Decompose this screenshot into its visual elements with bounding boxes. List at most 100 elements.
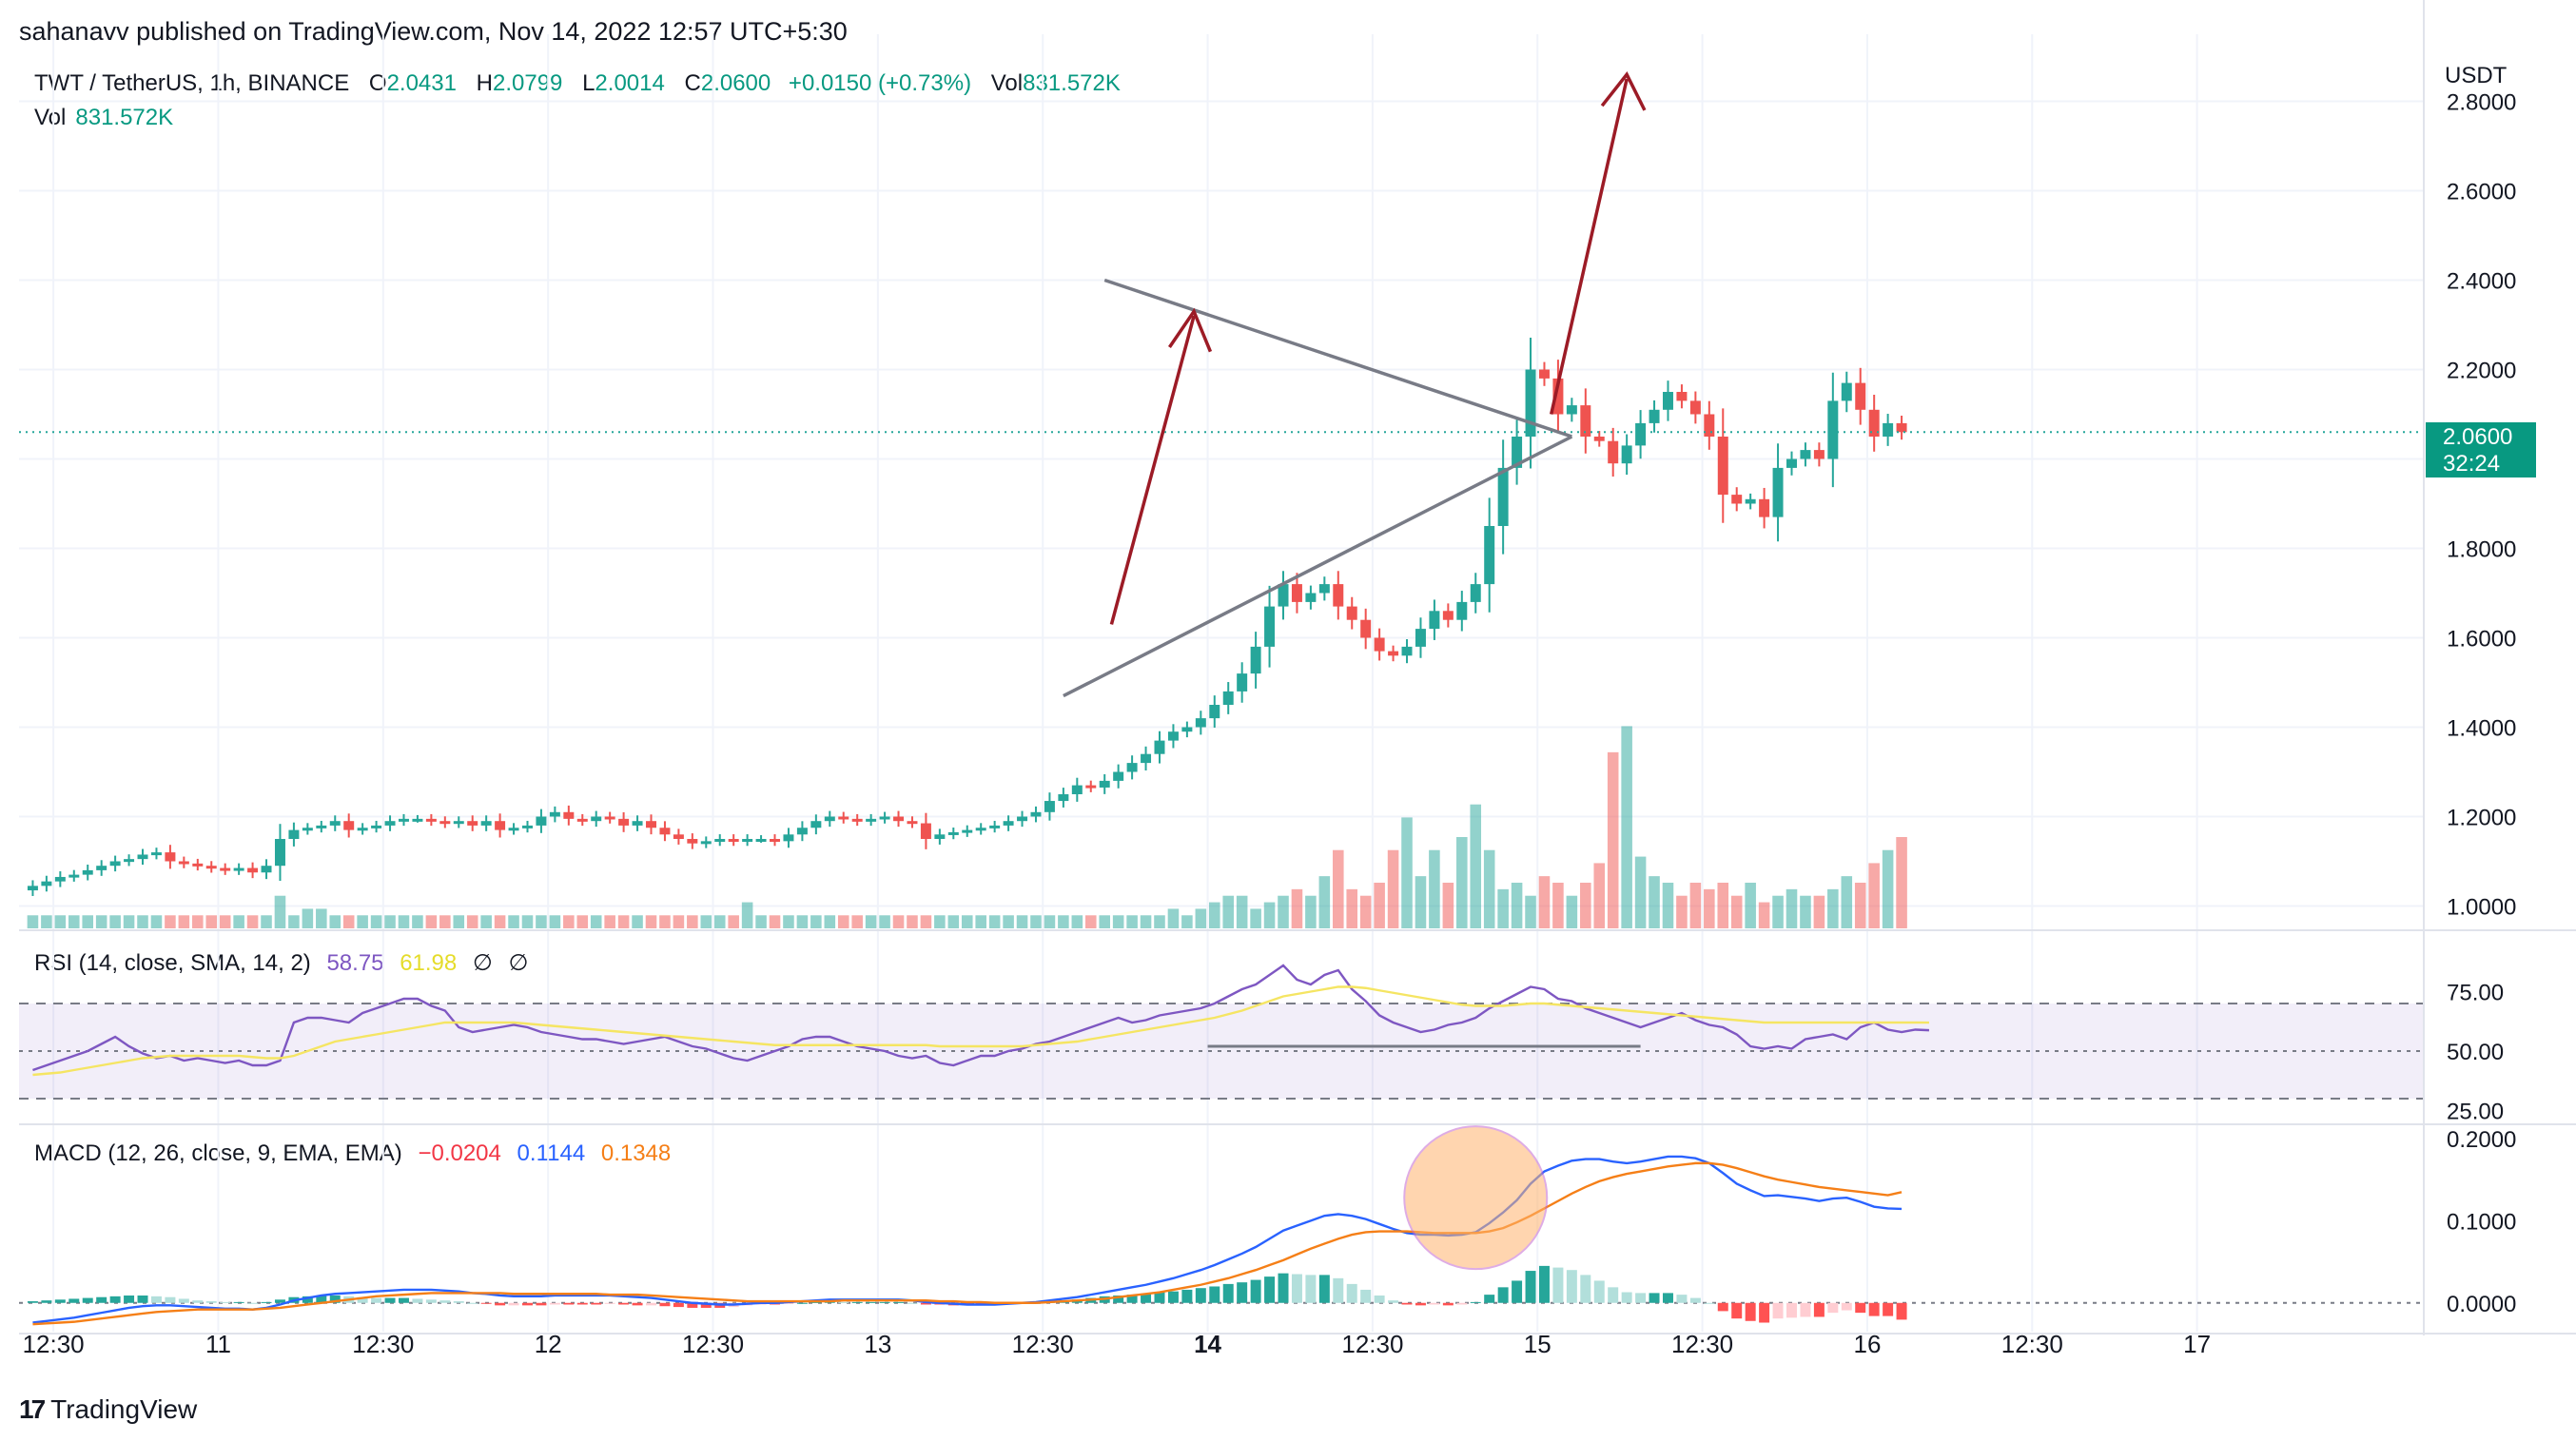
candle-body bbox=[824, 816, 835, 822]
candle-body bbox=[591, 816, 602, 822]
volume-bar bbox=[1250, 908, 1261, 928]
change-value: +0.0150 (+0.73%) bbox=[788, 70, 972, 96]
symbol-name[interactable]: TWT / TetherUS, 1h, BINANCE bbox=[34, 70, 350, 96]
publisher-header: sahanavv published on TradingView.com, N… bbox=[19, 17, 848, 46]
volume-legend: Vol 831.572K bbox=[34, 105, 173, 131]
volume-bar bbox=[1827, 888, 1839, 928]
macd-histogram-bar bbox=[384, 1297, 396, 1303]
volume-bar bbox=[233, 915, 244, 928]
rsi-sma-value: 61.98 bbox=[400, 950, 458, 976]
volume-bar bbox=[1758, 902, 1770, 928]
volume-bar bbox=[1525, 895, 1536, 928]
macd-histogram-bar bbox=[687, 1302, 698, 1308]
macd-histogram-bar bbox=[1759, 1302, 1770, 1323]
macd-hist-value: −0.0204 bbox=[418, 1140, 501, 1166]
candle-body bbox=[1608, 440, 1619, 464]
volume-bar bbox=[1415, 876, 1427, 928]
macd-histogram-bar bbox=[1456, 1302, 1468, 1305]
high-label: H bbox=[476, 70, 493, 96]
candle-body bbox=[96, 866, 107, 870]
volume-bar bbox=[632, 915, 643, 928]
macd-histogram-bar bbox=[1566, 1270, 1577, 1303]
macd-histogram-bar bbox=[866, 1301, 877, 1303]
volume-bar bbox=[549, 915, 561, 928]
breakout-arrow-head bbox=[1600, 71, 1647, 111]
macd-histogram-bar bbox=[1374, 1295, 1385, 1303]
tradingview-brand[interactable]: 17 TradingView bbox=[19, 1394, 197, 1425]
candle-body bbox=[1883, 422, 1894, 437]
candle-body bbox=[480, 821, 492, 826]
macd-line-value: 0.1144 bbox=[517, 1140, 586, 1166]
candle-body bbox=[907, 821, 918, 825]
volume-bar bbox=[687, 915, 698, 928]
macd-histogram-bar bbox=[851, 1301, 863, 1303]
candle-body bbox=[1593, 437, 1605, 441]
candle-body bbox=[632, 821, 643, 826]
volume-bar bbox=[425, 915, 438, 928]
candle-body bbox=[989, 825, 1001, 828]
volume-bar bbox=[1442, 883, 1454, 928]
macd-histogram-bar bbox=[480, 1302, 492, 1304]
volume-bar bbox=[1704, 888, 1715, 928]
candle-body bbox=[1222, 691, 1234, 705]
rsi-legend: RSI (14, close, SMA, 14, 2) 58.75 61.98 … bbox=[34, 949, 528, 977]
volume-bar bbox=[1058, 915, 1069, 928]
candle-body bbox=[673, 834, 684, 839]
macd-histogram-bar bbox=[1167, 1291, 1179, 1303]
volume-bar bbox=[54, 915, 67, 928]
volume-bar bbox=[1456, 837, 1468, 928]
candle-body bbox=[1552, 378, 1564, 415]
volume-bar bbox=[728, 915, 739, 928]
macd-histogram-bar bbox=[920, 1302, 931, 1305]
candle-body bbox=[934, 834, 946, 839]
candle-body bbox=[1717, 437, 1728, 496]
candle-body bbox=[150, 852, 162, 856]
macd-histogram-bar bbox=[247, 1302, 259, 1304]
macd-histogram-bar bbox=[1237, 1282, 1248, 1303]
tradingview-logo-icon: 17 bbox=[19, 1394, 46, 1424]
macd-histogram-bar bbox=[1704, 1302, 1715, 1304]
macd-histogram-bar bbox=[1525, 1271, 1536, 1303]
candle-body bbox=[1360, 619, 1372, 638]
volume-bar bbox=[1030, 915, 1042, 928]
macd-histogram-bar bbox=[109, 1296, 121, 1303]
candle-body bbox=[1154, 740, 1165, 754]
price-tick-label: 1.6000 bbox=[2447, 627, 2516, 653]
candle-body bbox=[1676, 392, 1688, 401]
candle-body bbox=[604, 816, 615, 820]
candle-body bbox=[27, 886, 38, 891]
volume-bar bbox=[659, 915, 671, 928]
candle-body bbox=[536, 816, 547, 826]
volume-bar bbox=[673, 915, 685, 928]
candle-body bbox=[975, 828, 986, 831]
price-tick-label: 1.0000 bbox=[2447, 895, 2516, 921]
candle-body bbox=[1538, 369, 1550, 379]
close-label: C bbox=[684, 70, 701, 96]
macd-histogram-bar bbox=[1442, 1302, 1454, 1306]
volume-bar bbox=[508, 915, 519, 928]
candle-body bbox=[1195, 718, 1206, 728]
volume-bar bbox=[357, 915, 368, 928]
candle-body bbox=[783, 834, 794, 842]
brand-name: TradingView bbox=[50, 1394, 198, 1424]
macd-histogram-bar bbox=[41, 1300, 52, 1303]
volume-bar bbox=[137, 915, 148, 928]
volume-bar bbox=[1003, 915, 1014, 928]
candle-body bbox=[68, 874, 80, 878]
macd-histogram-bar bbox=[838, 1301, 849, 1303]
volume-bar bbox=[1841, 876, 1853, 928]
volume-bar bbox=[563, 915, 575, 928]
volume-bar bbox=[1154, 915, 1165, 928]
candle-body bbox=[109, 861, 121, 867]
macd-tick-label: 0.0000 bbox=[2447, 1292, 2516, 1317]
rsi-title[interactable]: RSI (14, close, SMA, 14, 2) bbox=[34, 950, 311, 976]
macd-histogram-bar bbox=[810, 1301, 822, 1303]
volume-bar bbox=[645, 915, 657, 928]
candle-body bbox=[54, 876, 66, 882]
candle-body bbox=[1442, 611, 1454, 620]
macd-histogram-bar bbox=[1141, 1294, 1152, 1303]
volume-legend-label[interactable]: Vol bbox=[34, 105, 67, 130]
volume-bar bbox=[1222, 895, 1235, 928]
breakout-arrow-line bbox=[1549, 78, 1629, 415]
